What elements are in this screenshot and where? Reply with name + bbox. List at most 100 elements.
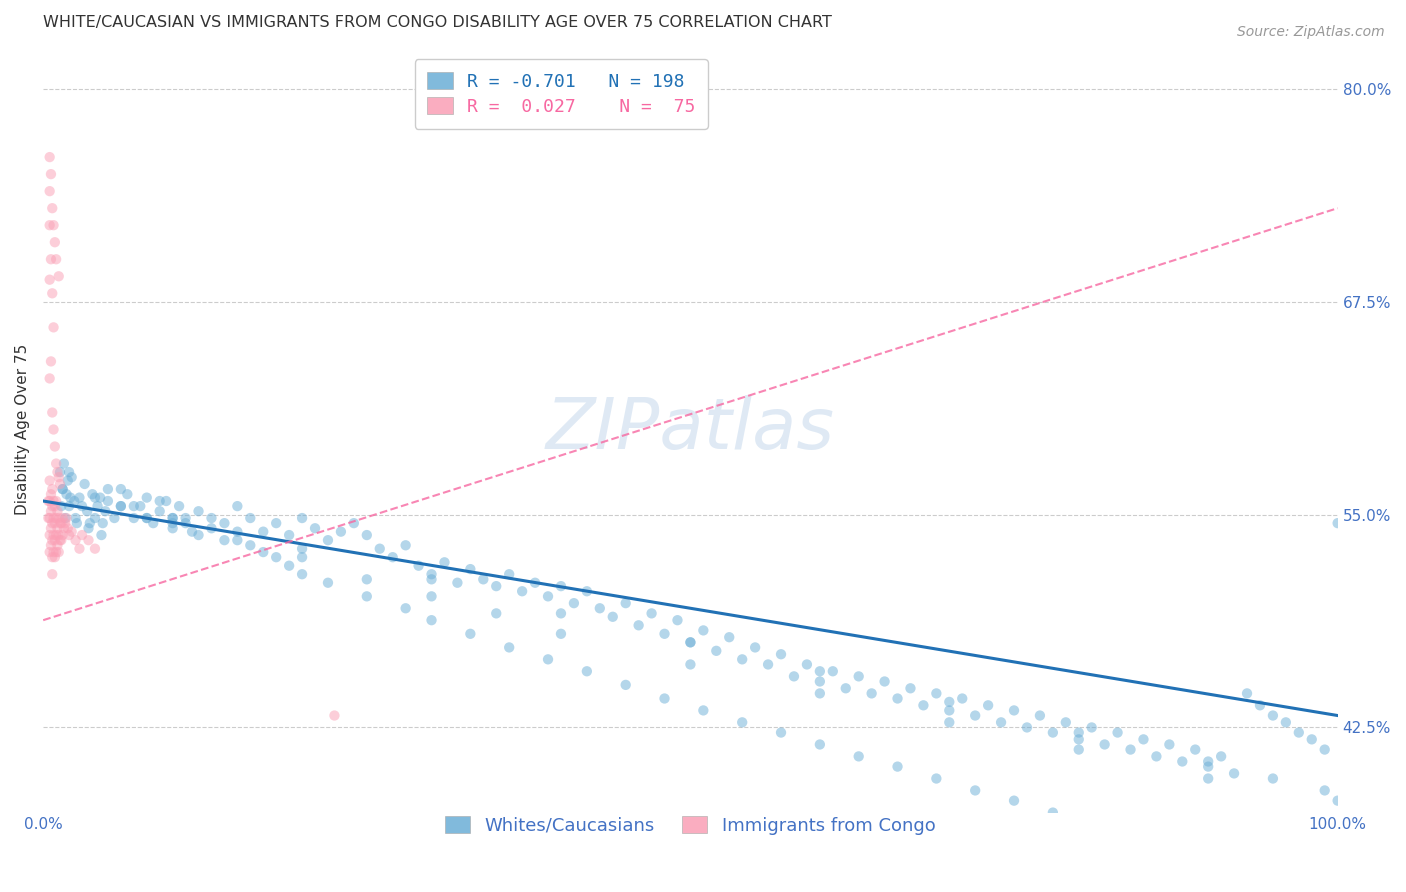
Text: Source: ZipAtlas.com: Source: ZipAtlas.com [1237,25,1385,39]
Point [291,567,314,582]
Point [524,575,547,590]
Point [1223,766,1246,780]
Point [420,572,443,586]
Point [602,609,624,624]
Point [117,487,139,501]
Point [343,516,366,530]
Point [55,487,77,501]
Point [1067,725,1090,739]
Point [1029,708,1052,723]
Point [575,665,598,679]
Point [52,457,75,471]
Point [239,511,262,525]
Point [187,504,209,518]
Point [45,545,67,559]
Point [226,524,249,539]
Point [356,572,378,586]
Point [323,708,346,723]
Point [65,511,87,525]
Point [42,511,65,525]
Point [46,504,69,518]
Point [252,524,274,539]
Point [1067,732,1090,747]
Point [692,703,714,717]
Point [1054,715,1077,730]
Point [53,516,76,530]
Point [42,423,65,437]
Point [55,511,77,525]
Point [38,545,60,559]
Point [129,499,152,513]
Point [38,528,60,542]
Point [1313,783,1336,797]
Point [860,686,883,700]
Point [485,579,508,593]
Point [965,708,987,723]
Point [446,575,468,590]
Point [49,465,72,479]
Point [1080,721,1102,735]
Point [49,477,72,491]
Point [56,474,79,488]
Point [39,167,62,181]
Point [48,470,70,484]
Point [84,511,107,525]
Point [395,601,418,615]
Point [1080,817,1102,831]
Point [149,504,172,518]
Point [395,538,418,552]
Point [67,491,90,505]
Point [679,635,702,649]
Point [77,521,100,535]
Point [63,494,86,508]
Point [1197,755,1219,769]
Point [41,286,63,301]
Text: WHITE/CAUCASIAN VS IMMIGRANTS FROM CONGO DISABILITY AGE OVER 75 CORRELATION CHAR: WHITE/CAUCASIAN VS IMMIGRANTS FROM CONGO… [44,15,832,30]
Point [110,499,132,513]
Point [44,550,66,565]
Point [835,681,858,696]
Point [90,528,112,542]
Point [1002,794,1025,808]
Point [37,511,59,525]
Point [86,499,108,513]
Point [1042,805,1064,820]
Point [614,678,637,692]
Point [94,504,117,518]
Point [167,499,190,513]
Point [796,657,818,672]
Point [808,686,831,700]
Point [264,516,287,530]
Point [925,686,948,700]
Point [1236,686,1258,700]
Point [912,698,935,713]
Point [718,630,741,644]
Point [990,715,1012,730]
Point [58,499,80,513]
Point [356,528,378,542]
Point [48,545,70,559]
Point [1184,742,1206,756]
Point [82,487,104,501]
Point [848,749,870,764]
Point [1002,703,1025,717]
Point [174,511,197,525]
Point [49,533,72,548]
Point [73,477,96,491]
Point [187,528,209,542]
Point [316,575,339,590]
Point [60,470,83,484]
Point [38,150,60,164]
Point [420,613,443,627]
Point [45,511,67,525]
Point [550,627,572,641]
Point [48,528,70,542]
Point [381,550,404,565]
Text: ZIPatlas: ZIPatlas [546,395,835,464]
Point [162,516,184,530]
Point [756,657,779,672]
Point [214,516,236,530]
Point [41,499,63,513]
Point [122,499,145,513]
Point [89,491,111,505]
